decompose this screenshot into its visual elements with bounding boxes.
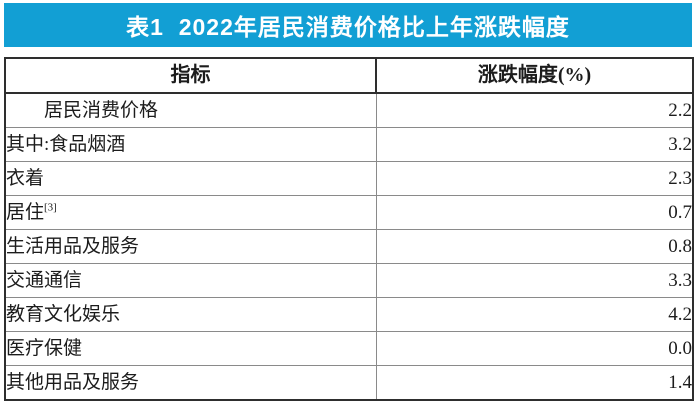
value-cell: 2.2 bbox=[375, 92, 694, 128]
table-title-banner: 表1 2022年居民消费价格比上年涨跌幅度 bbox=[4, 3, 692, 47]
value-cell: 3.3 bbox=[375, 263, 694, 298]
table-row: 其中:食品烟酒 3.2 bbox=[4, 127, 694, 162]
column-header-change: 涨跌幅度(%) bbox=[375, 57, 694, 94]
table-row: 居住[3] 0.7 bbox=[4, 195, 694, 230]
table-row: 医疗保健 0.0 bbox=[4, 331, 694, 366]
indicator-cell: 其中:食品烟酒 bbox=[4, 127, 377, 162]
value-cell: 3.2 bbox=[375, 127, 694, 162]
value-cell: 1.4 bbox=[375, 365, 694, 401]
footnote-reference: [3] bbox=[44, 201, 57, 214]
table-title: 表1 2022年居民消费价格比上年涨跌幅度 bbox=[126, 14, 570, 40]
value-cell: 0.0 bbox=[375, 331, 694, 366]
value-cell: 2.3 bbox=[375, 161, 694, 196]
column-header-indicator: 指标 bbox=[4, 57, 377, 94]
indicator-cell: 医疗保健 bbox=[4, 331, 377, 366]
table-row: 生活用品及服务 0.8 bbox=[4, 229, 694, 264]
indicator-cell: 居住[3] bbox=[4, 195, 377, 230]
table-header-row: 指标 涨跌幅度(%) bbox=[4, 57, 694, 94]
table-row: 衣着 2.3 bbox=[4, 161, 694, 196]
indicator-label: 居住 bbox=[6, 202, 45, 223]
table-row: 其他用品及服务 1.4 bbox=[4, 365, 694, 401]
indicator-cell: 居民消费价格 bbox=[4, 92, 377, 128]
table-row: 教育文化娱乐 4.2 bbox=[4, 297, 694, 332]
table-row: 居民消费价格 2.2 bbox=[4, 92, 694, 128]
cpi-table: 指标 涨跌幅度(%) 居民消费价格 2.2 其中:食品烟酒 3.2 衣着 2.3… bbox=[4, 57, 694, 401]
indicator-cell: 衣着 bbox=[4, 161, 377, 196]
indicator-cell: 交通通信 bbox=[4, 263, 377, 298]
indicator-cell: 生活用品及服务 bbox=[4, 229, 377, 264]
value-cell: 0.7 bbox=[375, 195, 694, 230]
value-cell: 4.2 bbox=[375, 297, 694, 332]
value-cell: 0.8 bbox=[375, 229, 694, 264]
table-row: 交通通信 3.3 bbox=[4, 263, 694, 298]
indicator-cell: 教育文化娱乐 bbox=[4, 297, 377, 332]
indicator-cell: 其他用品及服务 bbox=[4, 365, 377, 401]
